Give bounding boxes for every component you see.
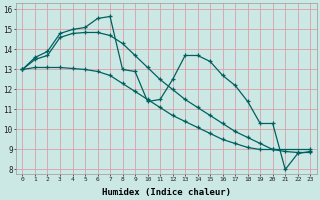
X-axis label: Humidex (Indice chaleur): Humidex (Indice chaleur) bbox=[102, 188, 231, 197]
